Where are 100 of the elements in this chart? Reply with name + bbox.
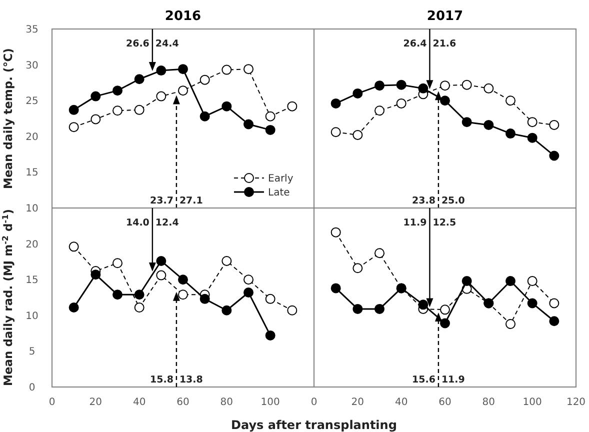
point — [484, 120, 494, 130]
point — [244, 119, 254, 130]
point — [418, 83, 428, 94]
point — [222, 305, 232, 316]
point — [222, 101, 232, 112]
point — [440, 318, 450, 328]
x-tick-label: 120 — [566, 397, 586, 408]
point — [90, 270, 101, 280]
point — [68, 302, 79, 313]
point — [330, 227, 341, 238]
point — [112, 86, 122, 96]
chart-title: 2016 — [164, 9, 202, 24]
point — [178, 86, 188, 96]
x-tick-label: 60 — [176, 397, 190, 408]
point — [462, 276, 472, 286]
y-tick-label: 35 — [26, 24, 38, 36]
annotation: 13.8 — [179, 374, 204, 386]
point — [374, 80, 384, 91]
annotation: 23.7 — [150, 195, 174, 206]
point — [352, 263, 363, 274]
point — [374, 248, 384, 258]
point — [506, 318, 516, 329]
point — [68, 122, 79, 132]
annotation: 12.4 — [155, 217, 180, 228]
point — [396, 80, 406, 90]
point — [506, 276, 516, 286]
annotation: 25.0 — [441, 195, 466, 206]
annotation: 21.6 — [432, 38, 457, 50]
point — [200, 294, 210, 304]
y-tick-label: 10 — [26, 310, 38, 322]
point — [134, 290, 144, 300]
x-tick-label: 40 — [394, 397, 408, 408]
point — [440, 96, 450, 106]
point — [112, 290, 122, 300]
point — [352, 88, 363, 98]
x-tick-label: 0 — [48, 397, 56, 408]
y-tick-label: 0 — [28, 382, 36, 394]
y-tick-label: 25 — [26, 96, 38, 108]
point — [418, 300, 428, 310]
y-tick-label: 20 — [26, 239, 38, 250]
annotation: 15.8 — [150, 374, 174, 386]
point — [527, 117, 538, 128]
y-tick-label: 15 — [26, 168, 38, 179]
point — [200, 74, 210, 85]
point — [244, 274, 254, 285]
annotation: 23.8 — [412, 195, 436, 206]
x-tick-label: 60 — [438, 397, 452, 408]
point — [156, 270, 166, 280]
point — [287, 101, 298, 112]
point — [549, 316, 560, 326]
point — [68, 104, 79, 115]
point — [112, 258, 122, 268]
point — [506, 128, 516, 139]
point — [244, 64, 254, 74]
point — [549, 150, 560, 161]
point — [222, 256, 232, 266]
annotation: 12.5 — [432, 217, 456, 228]
point — [330, 98, 341, 108]
annotation: 11.9 — [403, 217, 427, 228]
x-axis-title: Days after transplanting — [231, 418, 397, 432]
x-tick-label: 40 — [132, 397, 146, 408]
point — [484, 83, 494, 94]
point — [134, 302, 144, 313]
annotation: 15.6 — [412, 374, 436, 386]
point — [440, 80, 450, 91]
point — [330, 127, 341, 138]
x-tick-label: 20 — [89, 397, 102, 408]
point — [549, 120, 560, 130]
x-tick-label: 20 — [351, 397, 364, 408]
point — [265, 330, 276, 340]
point — [222, 64, 232, 75]
legend-label: Late — [268, 188, 290, 198]
point — [68, 242, 79, 252]
y-axis-title: Mean daily temp. (℃) — [1, 48, 15, 189]
y-tick-label: 5 — [28, 346, 36, 358]
point — [244, 287, 254, 298]
annotation: 14.0 — [126, 217, 150, 228]
y-tick-label: 30 — [26, 60, 38, 72]
y-tick-label: 15 — [26, 275, 38, 286]
point — [134, 104, 144, 115]
point — [549, 298, 560, 308]
point — [287, 305, 298, 316]
point — [156, 91, 166, 102]
point — [330, 283, 341, 294]
point — [178, 274, 188, 285]
point — [506, 96, 516, 106]
point — [265, 111, 276, 122]
x-tick-label: 0 — [310, 397, 318, 408]
annotation: 26.4 — [403, 38, 428, 50]
annotation: 27.1 — [179, 195, 203, 206]
point — [352, 130, 363, 140]
point — [527, 132, 538, 143]
y-tick-label: 20 — [26, 132, 38, 143]
point — [265, 294, 276, 304]
chart-title: 2017 — [426, 9, 464, 24]
x-tick-label: 80 — [220, 397, 234, 408]
point — [527, 276, 538, 286]
point — [462, 80, 472, 90]
point — [90, 91, 101, 102]
point — [462, 117, 472, 128]
